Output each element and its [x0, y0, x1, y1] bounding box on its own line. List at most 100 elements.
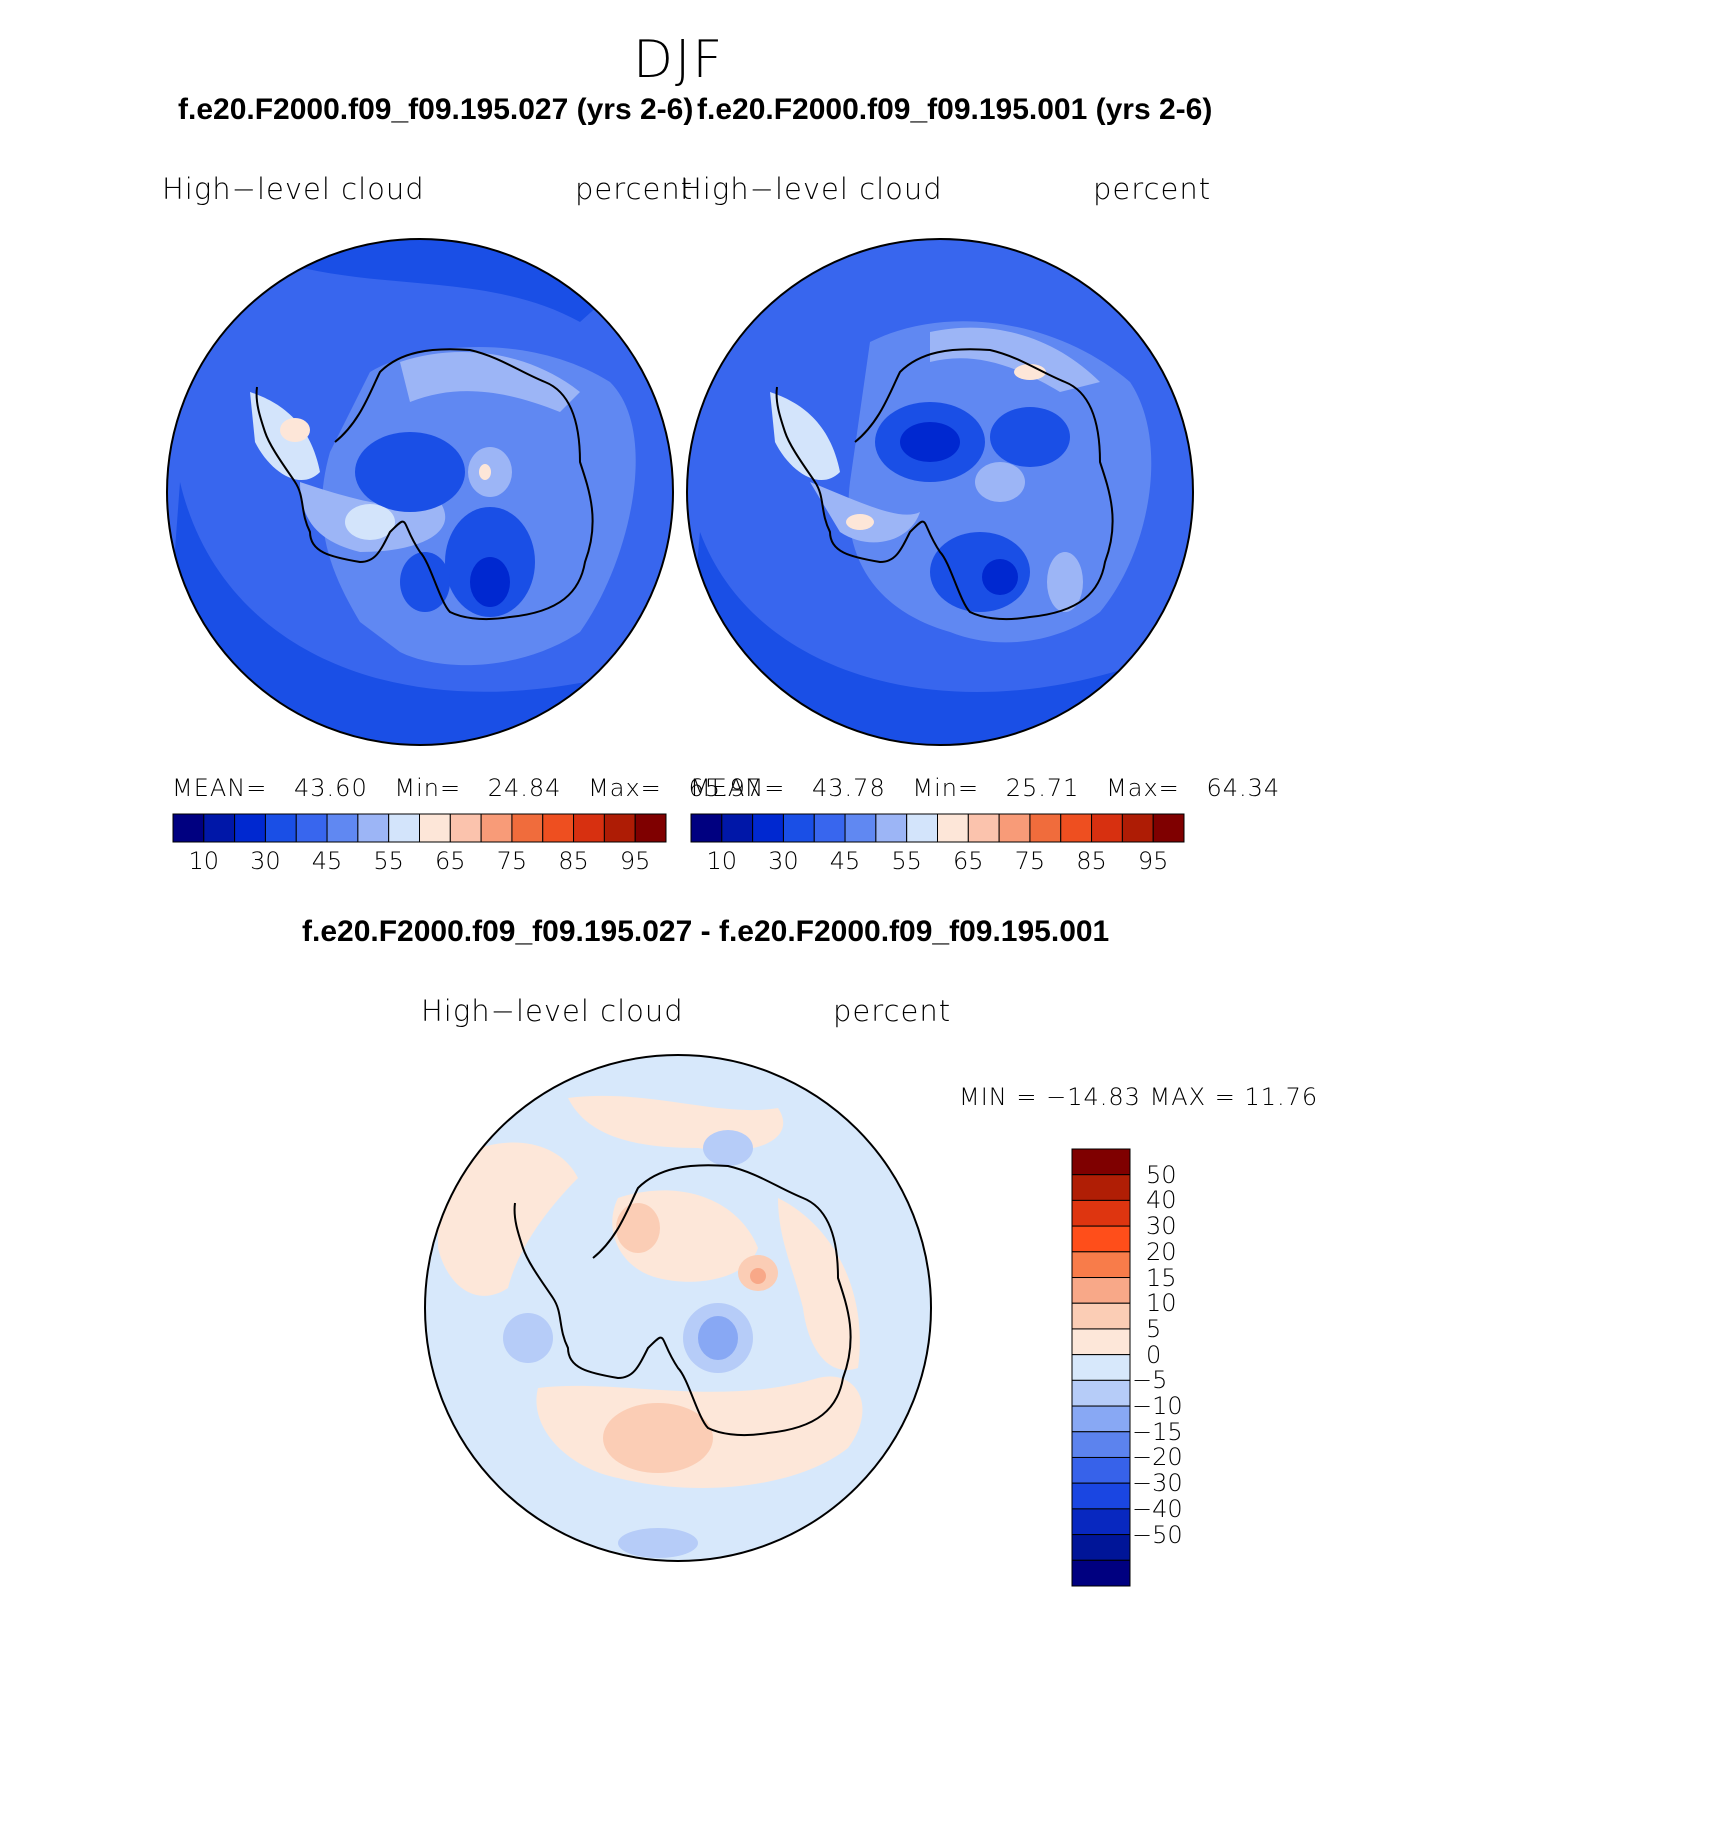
panel1-colorbar-box	[264, 813, 297, 843]
diff-colorbar-tick-label: 15	[1146, 1263, 1177, 1292]
panel2-colorbar-box	[844, 813, 877, 843]
diff-colorbar-box	[1071, 1199, 1131, 1227]
panel1-contour-pale-ring	[400, 352, 580, 412]
diff-colorbar-tick-label: 20	[1146, 1237, 1177, 1266]
panel1-colorbar-box	[326, 813, 359, 843]
panel1-mean-label: MEAN=	[172, 774, 268, 802]
season-title: DJF	[633, 30, 725, 90]
diff-colorbar-box	[1071, 1456, 1131, 1484]
panel1-variable-label: High−level cloud	[162, 172, 425, 206]
diff-contour-hotspot-core	[750, 1268, 766, 1284]
panel2-colorbar-box	[998, 813, 1031, 843]
diff-colorbar-tick-label: 30	[1146, 1212, 1177, 1241]
panel2-units-label: percent	[1093, 172, 1212, 206]
panel2-colorbar-box	[1121, 813, 1154, 843]
panel1-colorbar-box	[480, 813, 513, 843]
diff-colorbar-box	[1071, 1328, 1131, 1356]
panel2-colorbar-box	[875, 813, 908, 843]
panel2-colorbar-tick-label: 75	[1014, 847, 1046, 875]
panel2-polar-map	[686, 238, 1194, 746]
diff-colorbar-box	[1071, 1482, 1131, 1510]
panel2-colorbar-tick-label: 85	[1076, 847, 1107, 875]
panel1-case-title: f.e20.F2000.f09_f09.195.027 (yrs 2-6)	[178, 93, 694, 126]
diff-colorbar-tick-label: −5	[1132, 1366, 1168, 1395]
panel2-colorbar-box	[967, 813, 1000, 843]
panel2-contour-pale-coast	[810, 482, 920, 543]
panel2-max-value: 64.34	[1206, 774, 1281, 802]
panel1-contour-blue-east	[167, 482, 673, 745]
diff-colorbar-ticks: 50 40 30 20 15 10 5 0 −5 −10 −15 −20 −30 −40 −50	[1132, 1148, 1218, 1588]
panel1-min-value: 24.84	[487, 774, 562, 802]
diff-minmax: MIN = −14.83 MAX = 11.76	[959, 1083, 1319, 1111]
diff-colorbar-box	[1071, 1354, 1131, 1381]
panel1-colorbar-box	[234, 813, 266, 843]
diff-colorbar-box	[1071, 1148, 1131, 1176]
panel1-colorbar-box	[511, 813, 544, 843]
diff-colorbar-box	[1071, 1225, 1131, 1253]
panel2-contour-north-warm	[1014, 364, 1046, 380]
panel1-contour-coast-pale	[345, 504, 395, 540]
diff-colorbar-tick-label: −20	[1132, 1443, 1183, 1472]
panel2-contour-blue-south	[687, 532, 1193, 745]
diff-contour-warm-east	[778, 1198, 860, 1370]
diff-map-border	[424, 1054, 932, 1562]
panel2-variable-label: High−level cloud	[680, 172, 943, 206]
panel2-colorbar-tick-label: 30	[768, 847, 799, 875]
panel2-colorbar-tick-label: 45	[829, 847, 861, 875]
diff-colorbar-tick-label: −40	[1132, 1494, 1183, 1523]
diff-title: f.e20.F2000.f09_f09.195.027 - f.e20.F200…	[302, 915, 1110, 948]
panel1-max-value: 65.97	[688, 774, 763, 802]
panel2-colorbar-box	[721, 813, 754, 843]
diff-units-label: percent	[833, 994, 952, 1028]
panel2-colorbar-tick-label: 55	[891, 847, 922, 875]
panel2-contour-peninsula-pale	[770, 392, 840, 481]
panel2-contour-interior-dark-2	[990, 407, 1070, 467]
panel1-map-border	[166, 238, 674, 746]
diff-colorbar	[1071, 1148, 1131, 1587]
diff-contour-ross-warm	[603, 1403, 713, 1473]
panel1-colorbar-box	[295, 813, 328, 843]
panel1-units-label: percent	[575, 172, 694, 206]
diff-antarctica-coastline	[513, 1164, 852, 1437]
panel2-antarctica-coastline	[775, 348, 1114, 621]
panel1-colorbar-box	[634, 813, 667, 843]
diff-polar-map	[424, 1054, 932, 1562]
panel2-colorbar-box	[690, 813, 723, 843]
panel2-colorbar-box	[1152, 813, 1185, 843]
panel1-max-label: Max=	[588, 774, 662, 802]
diff-contour-interior-cooler	[698, 1316, 738, 1360]
panel1-colorbar-tick-label: 30	[250, 847, 281, 875]
panel2-colorbar-box	[782, 813, 815, 843]
panel1-colorbar-ticks: 10 30 45 55 65 75 85 95	[172, 847, 667, 877]
panel1-colorbar-box	[603, 813, 636, 843]
diff-colorbar-box	[1071, 1405, 1131, 1433]
diff-colorbar-tick-label: 0	[1146, 1340, 1162, 1369]
panel2-contour-east-pale	[1047, 552, 1083, 612]
diff-colorbar-box	[1071, 1251, 1131, 1279]
panel2-contour-ross-darkest	[982, 559, 1018, 595]
diff-colorbar-tick-label: −15	[1132, 1417, 1183, 1446]
panel1-colorbar-tick-label: 65	[435, 847, 466, 875]
panel2-min-label: Min=	[912, 774, 980, 802]
diff-colorbar-box	[1071, 1302, 1131, 1330]
panel2-stats: MEAN= 43.78 Min= 25.71 Max= 64.34	[690, 774, 1280, 802]
panel1-colorbar	[172, 813, 667, 843]
panel2-colorbar-box	[813, 813, 846, 843]
diff-colorbar-tick-label: 10	[1146, 1289, 1177, 1318]
panel1-colorbar-tick-label: 55	[373, 847, 404, 875]
panel1-colorbar-box	[357, 813, 390, 843]
panel2-mean-label: MEAN=	[690, 774, 786, 802]
panel1-antarctica-coastline	[255, 348, 594, 621]
panel1-colorbar-box	[203, 813, 236, 843]
panel1-colorbar-box	[573, 813, 605, 843]
diff-contour-west-cool	[503, 1313, 553, 1363]
panel1-colorbar-tick-label: 45	[311, 847, 343, 875]
panel2-colorbar-tick-label: 10	[706, 847, 738, 875]
diff-colorbar-box	[1071, 1277, 1131, 1304]
panel1-contour-peninsula-warm	[280, 418, 310, 442]
diff-contour-interior-warm	[616, 1203, 660, 1253]
panel2-contour-interior-darkest-1	[900, 422, 960, 462]
panel1-contour-ross-dark	[400, 552, 450, 612]
panel2-colorbar-box	[1091, 813, 1123, 843]
panel1-colorbar-box	[542, 813, 575, 843]
